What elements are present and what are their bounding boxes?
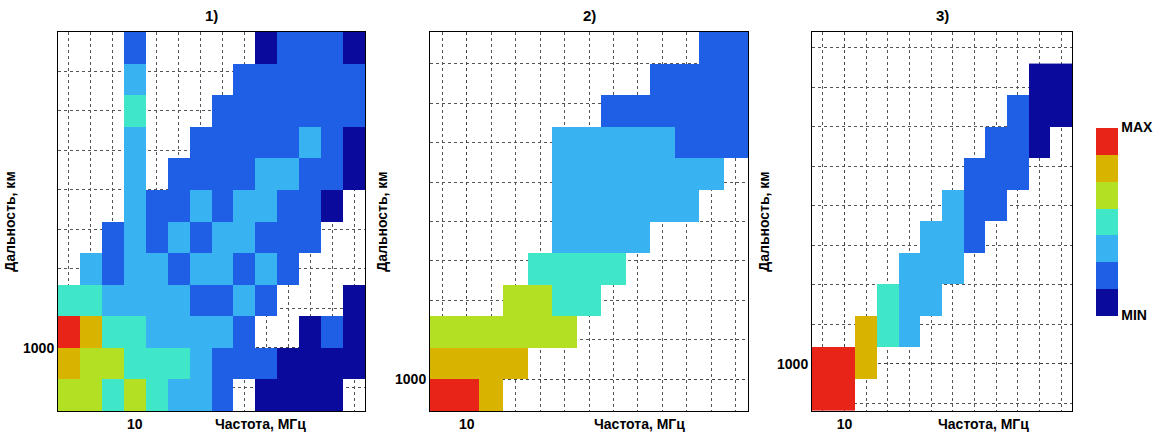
svg-text:10: 10 [459, 416, 475, 432]
svg-text:Дальность, км: Дальность, км [2, 171, 18, 271]
svg-text:1000: 1000 [23, 340, 54, 356]
svg-text:10: 10 [837, 416, 853, 432]
svg-text:Дальность, км: Дальность, км [756, 171, 772, 271]
svg-text:1000: 1000 [395, 371, 426, 387]
svg-text:3): 3) [936, 7, 949, 24]
svg-text:Частота, МГц: Частота, МГц [215, 416, 306, 432]
svg-text:1): 1) [205, 7, 218, 24]
svg-text:2): 2) [583, 7, 596, 24]
svg-text:MAX: MAX [1121, 119, 1153, 135]
svg-text:Дальность, км: Дальность, км [374, 171, 390, 271]
svg-text:Частота, МГц: Частота, МГц [938, 416, 1029, 432]
svg-text:Частота, МГц: Частота, МГц [594, 416, 685, 432]
svg-text:10: 10 [127, 416, 143, 432]
svg-text:MIN: MIN [1121, 307, 1147, 323]
svg-text:1000: 1000 [777, 356, 808, 372]
